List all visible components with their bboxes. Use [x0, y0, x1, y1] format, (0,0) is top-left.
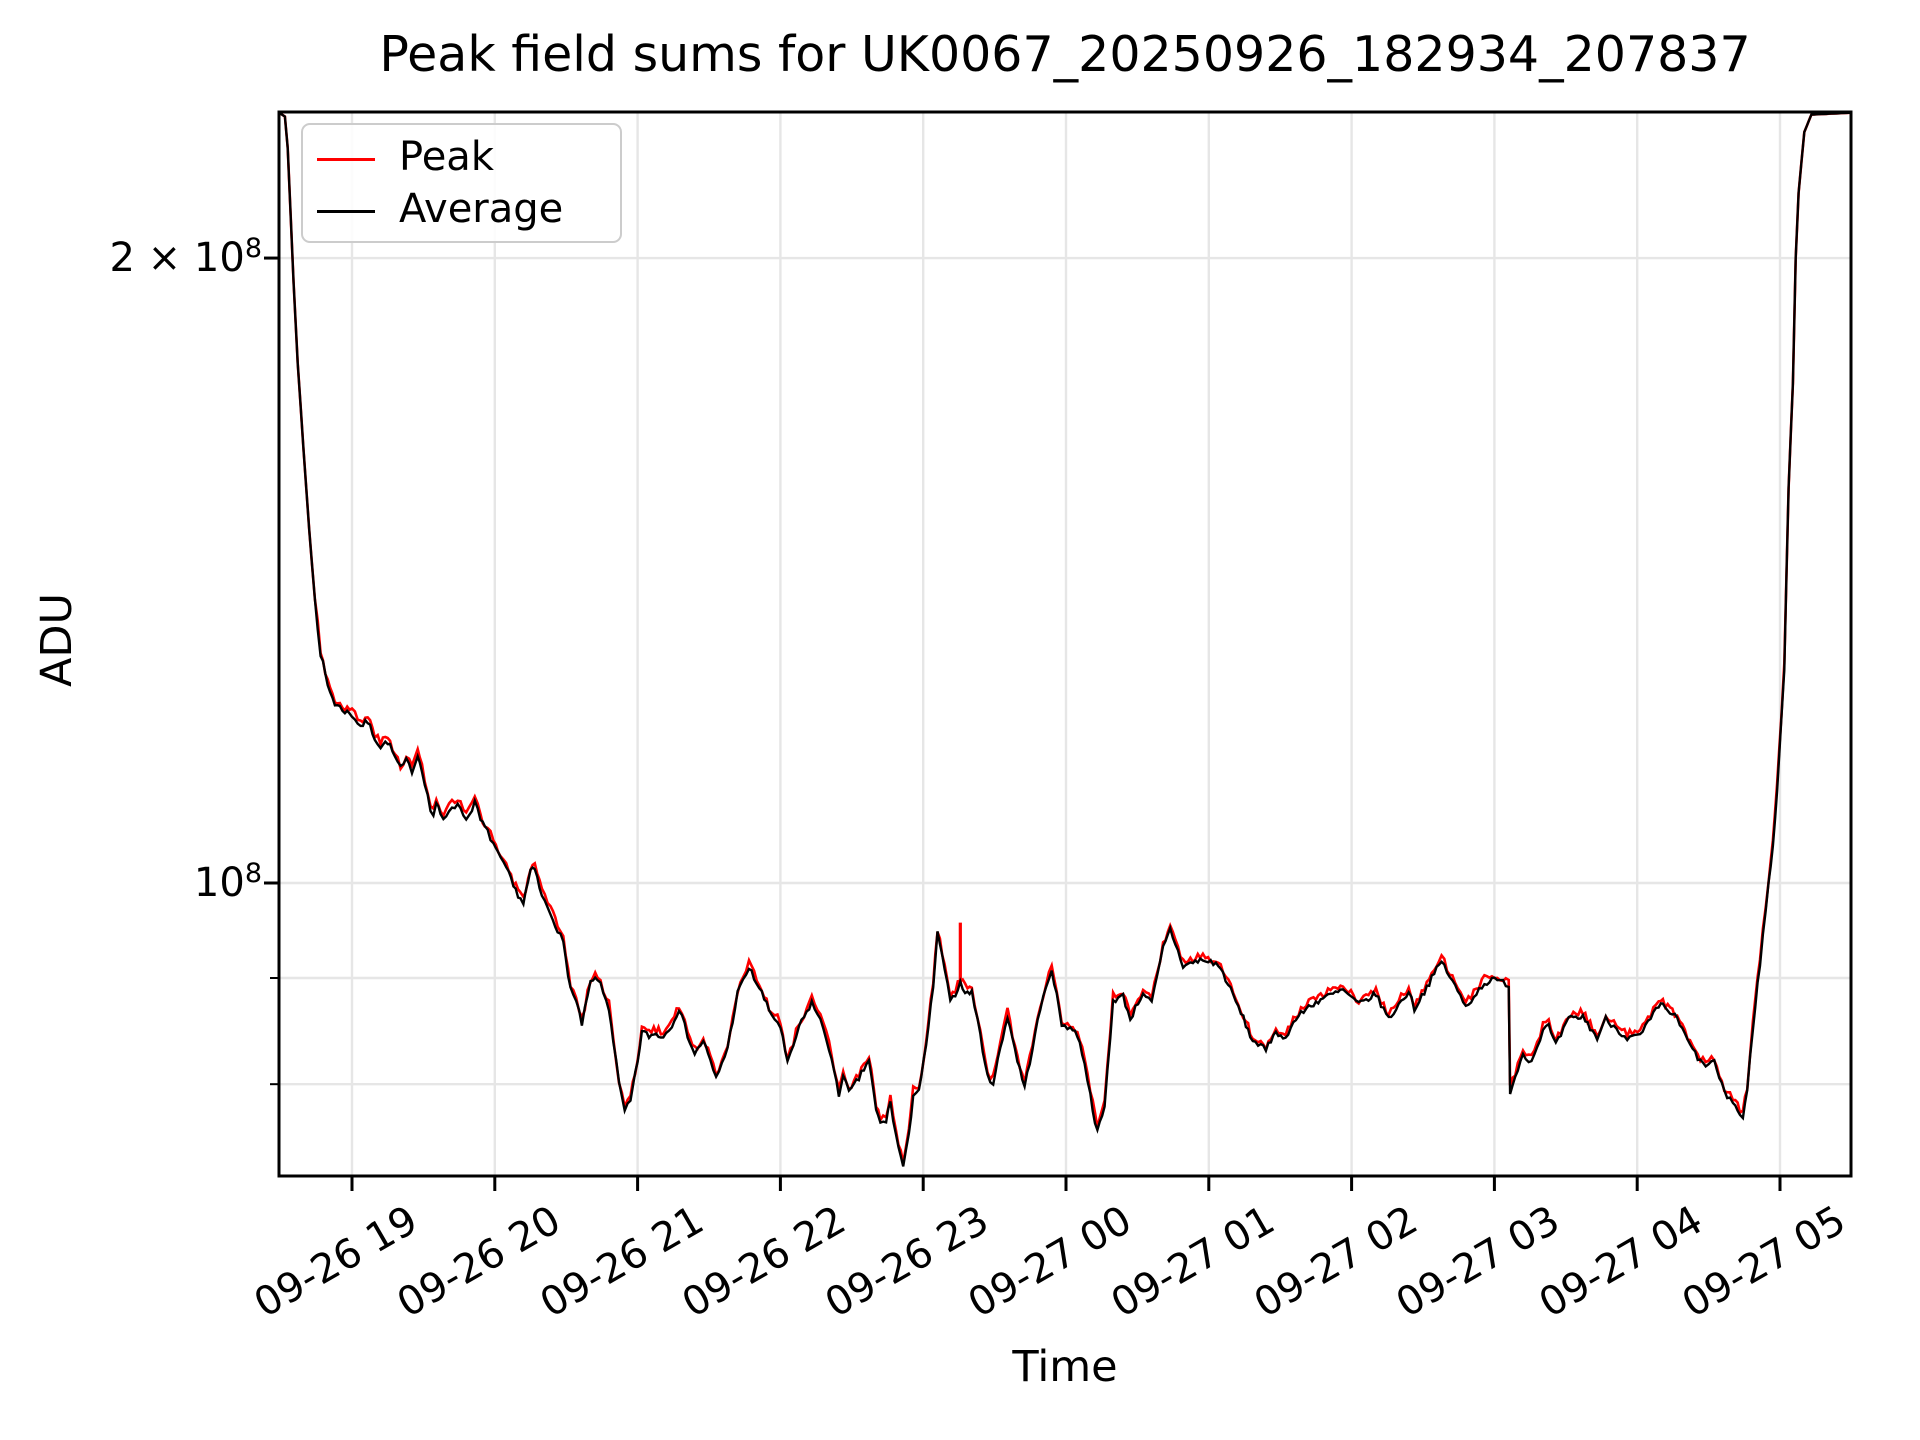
legend-label: Peak [399, 134, 494, 180]
series-average [279, 112, 1851, 1167]
legend: Peak Average [301, 123, 622, 243]
chart-title: Peak field sums for UK0067_20250926_1829… [379, 26, 1751, 83]
legend-line-sample [317, 209, 375, 213]
axis-ticks [264, 256, 1782, 1191]
y-tick-label: 2 × 108 [109, 232, 262, 282]
legend-line-sample [317, 157, 375, 161]
gridlines [279, 112, 1851, 1176]
y-axis-label: ADU [32, 593, 82, 687]
y-tick-label: 108 [193, 857, 262, 907]
x-axis-label: Time [1012, 1342, 1118, 1392]
legend-label: Average [399, 186, 564, 232]
